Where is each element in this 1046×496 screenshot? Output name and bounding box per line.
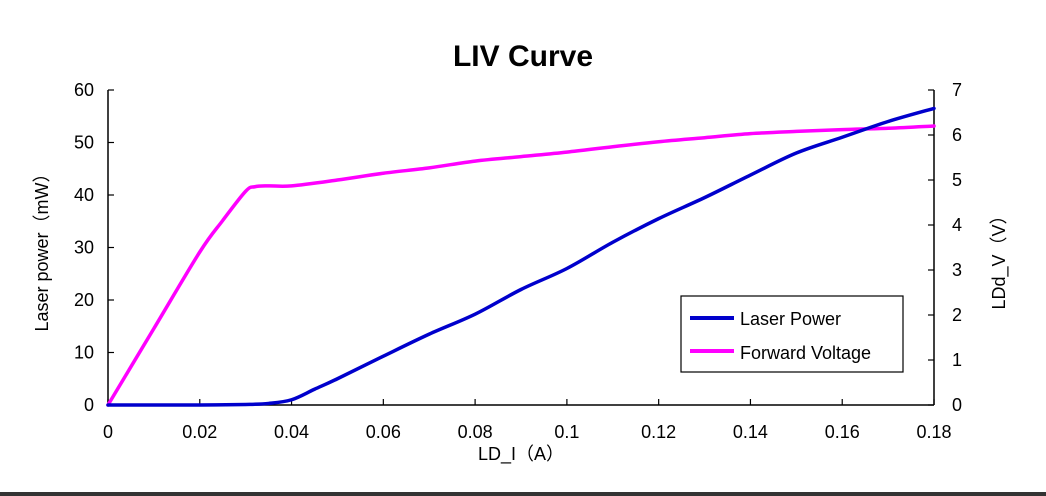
legend-label-laser-power: Laser Power: [740, 309, 841, 329]
y-left-tick-label: 30: [74, 238, 94, 258]
y-left-tick-label: 40: [74, 185, 94, 205]
y-left-tick-label: 0: [84, 395, 94, 415]
y-right-tick-label: 1: [952, 350, 962, 370]
y-axis-right-label: LDd_V（V）: [989, 206, 1010, 309]
series-line-laser-power: [106, 106, 936, 407]
x-tick-label: 0.16: [825, 422, 860, 442]
y-right-tick-label: 3: [952, 260, 962, 280]
y-axis-left-label: Laser power（mW）: [32, 164, 52, 331]
legend-box: [680, 295, 904, 373]
x-tick-label: 0.04: [274, 422, 309, 442]
legend: Laser Power Forward Voltage: [680, 295, 904, 373]
y-right-tick-label: 4: [952, 215, 962, 235]
x-tick-label: 0.06: [366, 422, 401, 442]
y-left-tick-label: 60: [74, 80, 94, 100]
y-left-ticks: 0 10 20 30 40 50 60: [74, 80, 114, 415]
legend-label-forward-voltage: Forward Voltage: [740, 343, 871, 363]
y-left-tick-label: 50: [74, 133, 94, 153]
y-left-tick-label: 20: [74, 290, 94, 310]
y-left-tick-label: 10: [74, 343, 94, 363]
y-right-tick-label: 2: [952, 305, 962, 325]
x-tick-label: 0.08: [458, 422, 493, 442]
bottom-rule: [0, 492, 1046, 496]
y-right-tick-label: 6: [952, 125, 962, 145]
chart-title: LIV Curve: [453, 40, 593, 73]
y-right-tick-label: 0: [952, 395, 962, 415]
x-tick-label: 0.1: [554, 422, 579, 442]
series-layer: [106, 106, 936, 407]
x-tick-label: 0.18: [916, 422, 951, 442]
y-right-tick-label: 5: [952, 170, 962, 190]
y-right-ticks: 0 1 2 3 4 5 6 7: [928, 80, 962, 415]
x-tick-label: 0.02: [182, 422, 217, 442]
x-ticks: 0 0.02 0.04 0.06 0.08 0.1 0.12 0.14 0.16 0.18: [103, 399, 952, 442]
x-tick-label: 0.14: [733, 422, 768, 442]
y-right-tick-label: 7: [952, 80, 962, 100]
x-axis-label: LD_I（A）: [478, 444, 564, 465]
series-line-forward-voltage: [106, 124, 936, 407]
x-tick-label: 0: [103, 422, 113, 442]
x-tick-label: 0.12: [641, 422, 676, 442]
